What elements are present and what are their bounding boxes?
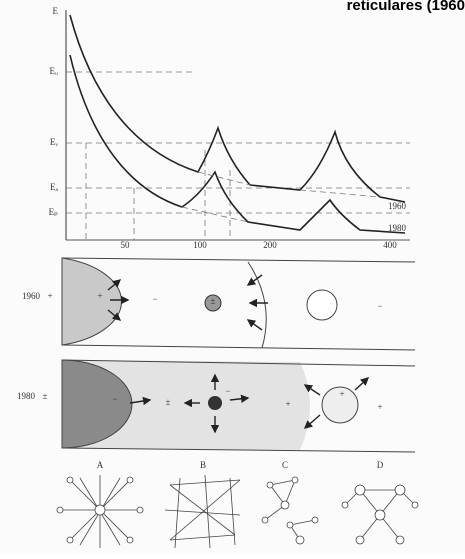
y-label: Eₐ <box>50 182 58 192</box>
network-label: A <box>97 460 104 470</box>
network-label: D <box>377 460 384 470</box>
y-label: Eᵥ <box>50 137 58 147</box>
networks: A B C D <box>56 460 419 549</box>
border <box>61 359 416 367</box>
sign: + <box>97 291 102 301</box>
x-label: 400 <box>383 240 397 250</box>
arrow <box>107 309 122 321</box>
network-c <box>261 476 319 545</box>
sign: − <box>112 394 117 404</box>
border <box>61 344 416 351</box>
arrow <box>246 319 263 331</box>
sign: ± <box>211 296 216 306</box>
x-label: 200 <box>263 240 277 250</box>
network-b <box>164 474 241 549</box>
y-label: Eᵤ <box>50 66 58 76</box>
network-d <box>341 484 419 545</box>
sign: + <box>47 291 52 301</box>
sign: ± <box>43 391 48 401</box>
particle <box>306 289 338 321</box>
panel-1980: 1980 ± − ± − + + + <box>17 359 416 453</box>
front <box>247 261 267 349</box>
sign: + <box>339 389 344 399</box>
network-label: B <box>200 460 206 470</box>
border <box>61 447 416 453</box>
arrow <box>354 377 370 391</box>
x-label: 100 <box>193 240 207 250</box>
curve-1960 <box>249 129 406 203</box>
panel-label: 1960 <box>22 291 41 301</box>
border <box>61 257 416 263</box>
zone <box>61 359 133 449</box>
y-label: Eₚ <box>49 207 58 217</box>
arrow <box>303 414 321 429</box>
arrow <box>303 384 321 396</box>
x-label: 50 <box>121 240 131 250</box>
curve-1960 <box>69 14 251 186</box>
sign: − <box>152 294 157 304</box>
sign: + <box>377 402 382 412</box>
sign: + <box>285 399 290 409</box>
panel-label: 1980 <box>17 391 36 401</box>
arrow <box>246 274 263 286</box>
network-a <box>56 475 144 548</box>
panel-1960: 1960 + + − ± − <box>22 257 416 351</box>
sign: − <box>377 301 382 311</box>
particle <box>321 386 359 424</box>
network-label: C <box>282 460 288 470</box>
title: reticulares (1960 <box>347 0 465 14</box>
curve-label: 1960 <box>388 201 407 211</box>
particle <box>204 294 222 312</box>
y-label: E <box>53 6 59 16</box>
particle <box>208 396 222 410</box>
sign: ± <box>166 397 171 407</box>
energy-graph: E Eᵤ Eᵥ Eₐ Eₚ 50 100 200 400 1960 1980 <box>49 6 410 250</box>
arrow <box>129 396 152 406</box>
curve-1980 <box>69 54 406 234</box>
curve-dash <box>181 171 381 223</box>
sign: − <box>225 386 230 396</box>
curve-label: 1980 <box>388 223 407 233</box>
arrow <box>229 394 250 403</box>
arrow <box>107 279 122 291</box>
